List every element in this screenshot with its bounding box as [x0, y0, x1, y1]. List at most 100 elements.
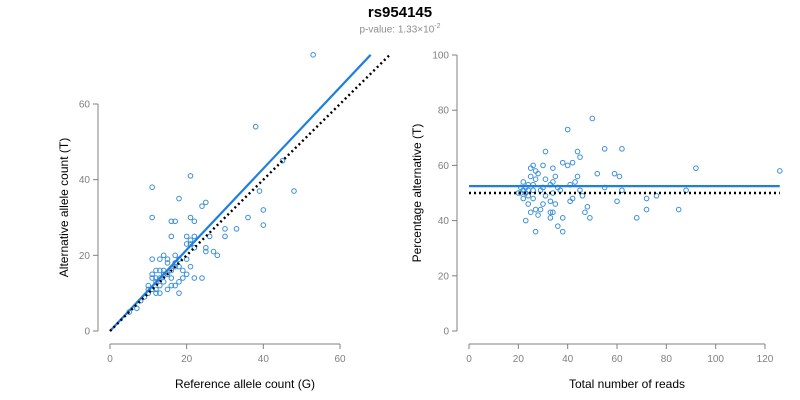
y-tick-label: 40 — [79, 175, 91, 186]
data-point — [279, 157, 286, 164]
x-axis-title: Total number of reads — [569, 377, 685, 391]
x-tick-label: 60 — [334, 354, 346, 365]
data-point — [187, 263, 194, 270]
data-point — [520, 179, 527, 185]
data-point — [574, 173, 581, 180]
data-point — [559, 215, 566, 221]
data-point — [168, 275, 175, 281]
data-point — [222, 233, 228, 240]
data-point — [149, 275, 155, 281]
data-point — [164, 256, 171, 262]
expected-line — [109, 53, 391, 332]
data-point — [222, 226, 228, 232]
data-point — [291, 188, 297, 194]
data-point — [537, 206, 544, 213]
data-point — [633, 215, 640, 221]
chart-title: rs954145 — [367, 4, 433, 21]
data-point — [572, 179, 578, 185]
x-tick-label: 80 — [661, 354, 673, 365]
data-point — [532, 206, 539, 213]
y-tick-label: 60 — [79, 100, 91, 111]
data-point — [145, 282, 152, 289]
data-point — [245, 214, 251, 221]
data-point — [149, 214, 155, 221]
data-point — [619, 187, 625, 194]
data-point — [532, 176, 539, 182]
data-point — [252, 123, 259, 130]
data-point — [153, 267, 159, 274]
fitted-line — [109, 54, 372, 332]
data-point — [260, 207, 267, 213]
data-point — [522, 217, 529, 224]
p-value-exponent: -2 — [434, 23, 441, 30]
p-value-text: p-value: 1.33×10 — [359, 24, 435, 36]
data-point — [160, 252, 167, 259]
data-point — [564, 162, 571, 169]
data-point — [157, 290, 163, 296]
data-point — [160, 279, 167, 285]
data-point — [567, 198, 573, 205]
data-point — [550, 209, 556, 216]
data-point — [643, 206, 650, 213]
data-point — [187, 173, 194, 179]
y-tick-label: 40 — [438, 216, 450, 227]
data-point — [611, 170, 618, 177]
data-point — [157, 256, 163, 262]
data-point — [587, 215, 593, 221]
data-point — [157, 267, 163, 274]
data-point — [149, 184, 155, 191]
data-point — [176, 290, 182, 296]
data-point — [542, 148, 549, 155]
data-point — [532, 228, 539, 235]
data-point — [153, 290, 159, 296]
data-point — [203, 248, 209, 255]
data-point — [164, 271, 171, 278]
data-point — [683, 187, 689, 194]
data-point — [183, 241, 190, 247]
data-point — [569, 159, 576, 166]
data-point — [584, 204, 591, 210]
data-point — [535, 212, 541, 218]
y-tick-label: 60 — [438, 161, 450, 172]
data-point — [527, 209, 534, 216]
data-point — [653, 192, 660, 199]
data-point — [525, 201, 532, 207]
data-point — [675, 206, 682, 213]
data-point — [172, 263, 178, 270]
data-point — [214, 252, 221, 259]
data-point — [172, 218, 178, 225]
data-point — [547, 209, 554, 216]
data-point — [550, 165, 556, 171]
data-point — [149, 271, 155, 278]
data-point — [527, 173, 534, 180]
data-point — [187, 214, 194, 221]
data-point — [552, 201, 559, 207]
data-point — [191, 233, 198, 240]
data-point — [527, 165, 534, 171]
data-point — [574, 148, 581, 155]
data-point — [532, 168, 539, 174]
data-point — [164, 286, 171, 293]
data-point — [180, 267, 186, 274]
x-tick-label: 100 — [707, 354, 724, 365]
data-point — [199, 203, 205, 209]
data-point — [564, 126, 571, 133]
data-point — [153, 275, 159, 281]
y-tick-label: 0 — [443, 327, 449, 338]
x-tick-label: 0 — [466, 354, 472, 365]
y-axis-title: Alternative allele count (T) — [57, 138, 71, 277]
data-point — [777, 168, 783, 174]
data-point — [256, 188, 263, 194]
data-point — [210, 248, 217, 255]
allele-count-panel: 0 20 40 60 0 20 40 60 Reference allele count (G)… — [57, 52, 391, 391]
data-point — [203, 244, 209, 251]
data-point — [260, 222, 267, 228]
x-tick-label: 20 — [513, 354, 525, 365]
data-point — [540, 201, 546, 207]
data-point — [183, 233, 190, 240]
data-point — [616, 173, 623, 180]
data-point — [172, 282, 178, 289]
data-point — [577, 154, 583, 160]
data-point — [579, 192, 586, 199]
